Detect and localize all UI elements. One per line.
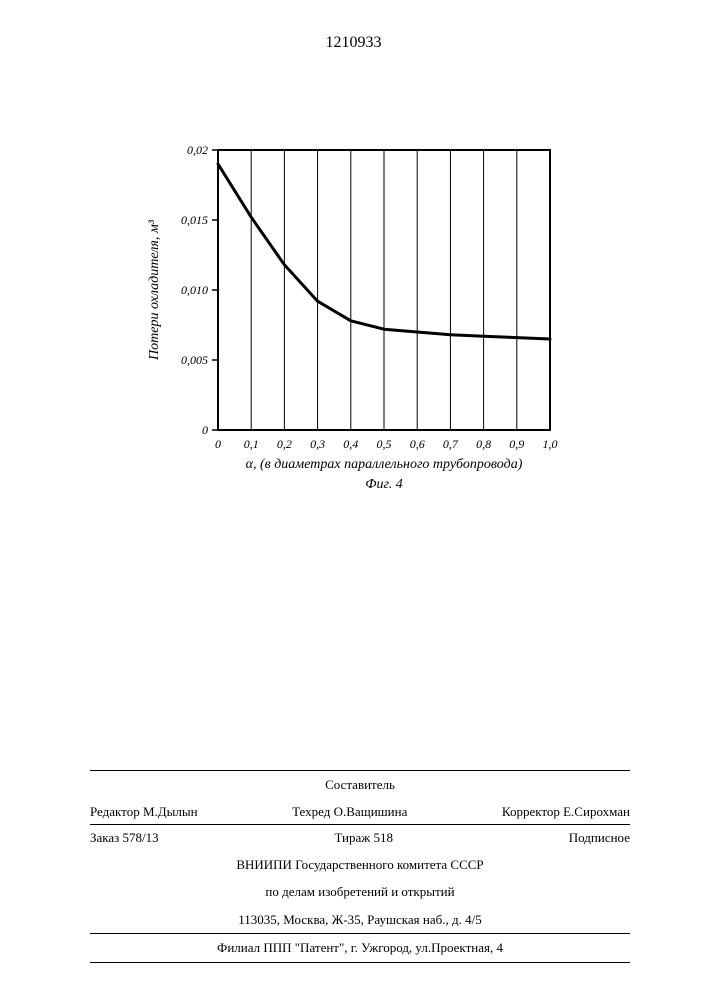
svg-text:1,0: 1,0 [543,437,558,451]
svg-text:0,6: 0,6 [410,437,425,451]
svg-text:0: 0 [202,423,208,437]
address: 113035, Москва, Ж-35, Раушская наб., д. … [90,906,630,935]
svg-text:0,2: 0,2 [277,437,292,451]
svg-text:0,3: 0,3 [310,437,325,451]
org2: по делам изобретений и открытий [90,878,630,906]
techred: Техред О.Ващишина [292,802,407,822]
svg-text:0,010: 0,010 [181,283,208,297]
org1: ВНИИПИ Государственного комитета СССР [90,851,630,879]
order: Заказ 578/13 [90,828,159,848]
svg-text:0,5: 0,5 [377,437,392,451]
chart-svg: 0 0,005 0,010 0,015 0,02 0 0,1 0,2 0,3 0,4 0,5 0,6 0… [140,140,570,510]
svg-text:0,1: 0,1 [244,437,259,451]
svg-text:0,02: 0,02 [187,143,208,157]
page-number: 1210933 [0,34,707,52]
svg-text:α, (в диаметрах параллельного: α, (в диаметрах параллельного трубопрово… [246,457,523,472]
subscription: Подписное [569,828,630,848]
print-run: Тираж 518 [334,828,393,848]
order-row: Заказ 578/13 Тираж 518 Подписное [90,825,630,851]
svg-text:0,8: 0,8 [476,437,491,451]
svg-text:Потери охладителя, м³: Потери охладителя, м³ [147,219,162,361]
svg-text:0,7: 0,7 [443,437,459,451]
svg-text:0,005: 0,005 [181,353,208,367]
svg-text:0,4: 0,4 [343,437,358,451]
svg-text:Фиг. 4: Фиг. 4 [365,477,403,492]
svg-text:0: 0 [215,437,221,451]
credits-row: Редактор М.Дылын Техред О.Ващишина Корре… [90,799,630,826]
corrector: Корректор Е.Сирохман [502,802,630,822]
svg-text:0,015: 0,015 [181,213,208,227]
branch: Филиал ППП "Патент", г. Ужгород, ул.Прое… [90,934,630,963]
chart-figure: 0 0,005 0,010 0,015 0,02 0 0,1 0,2 0,3 0,4 0,5 0,6 0… [140,140,570,515]
svg-text:0,9: 0,9 [509,437,524,451]
composer-row: Составитель [90,770,630,799]
editor: Редактор М.Дылын [90,802,198,822]
footer-block: Составитель Редактор М.Дылын Техред О.Ва… [90,770,630,963]
